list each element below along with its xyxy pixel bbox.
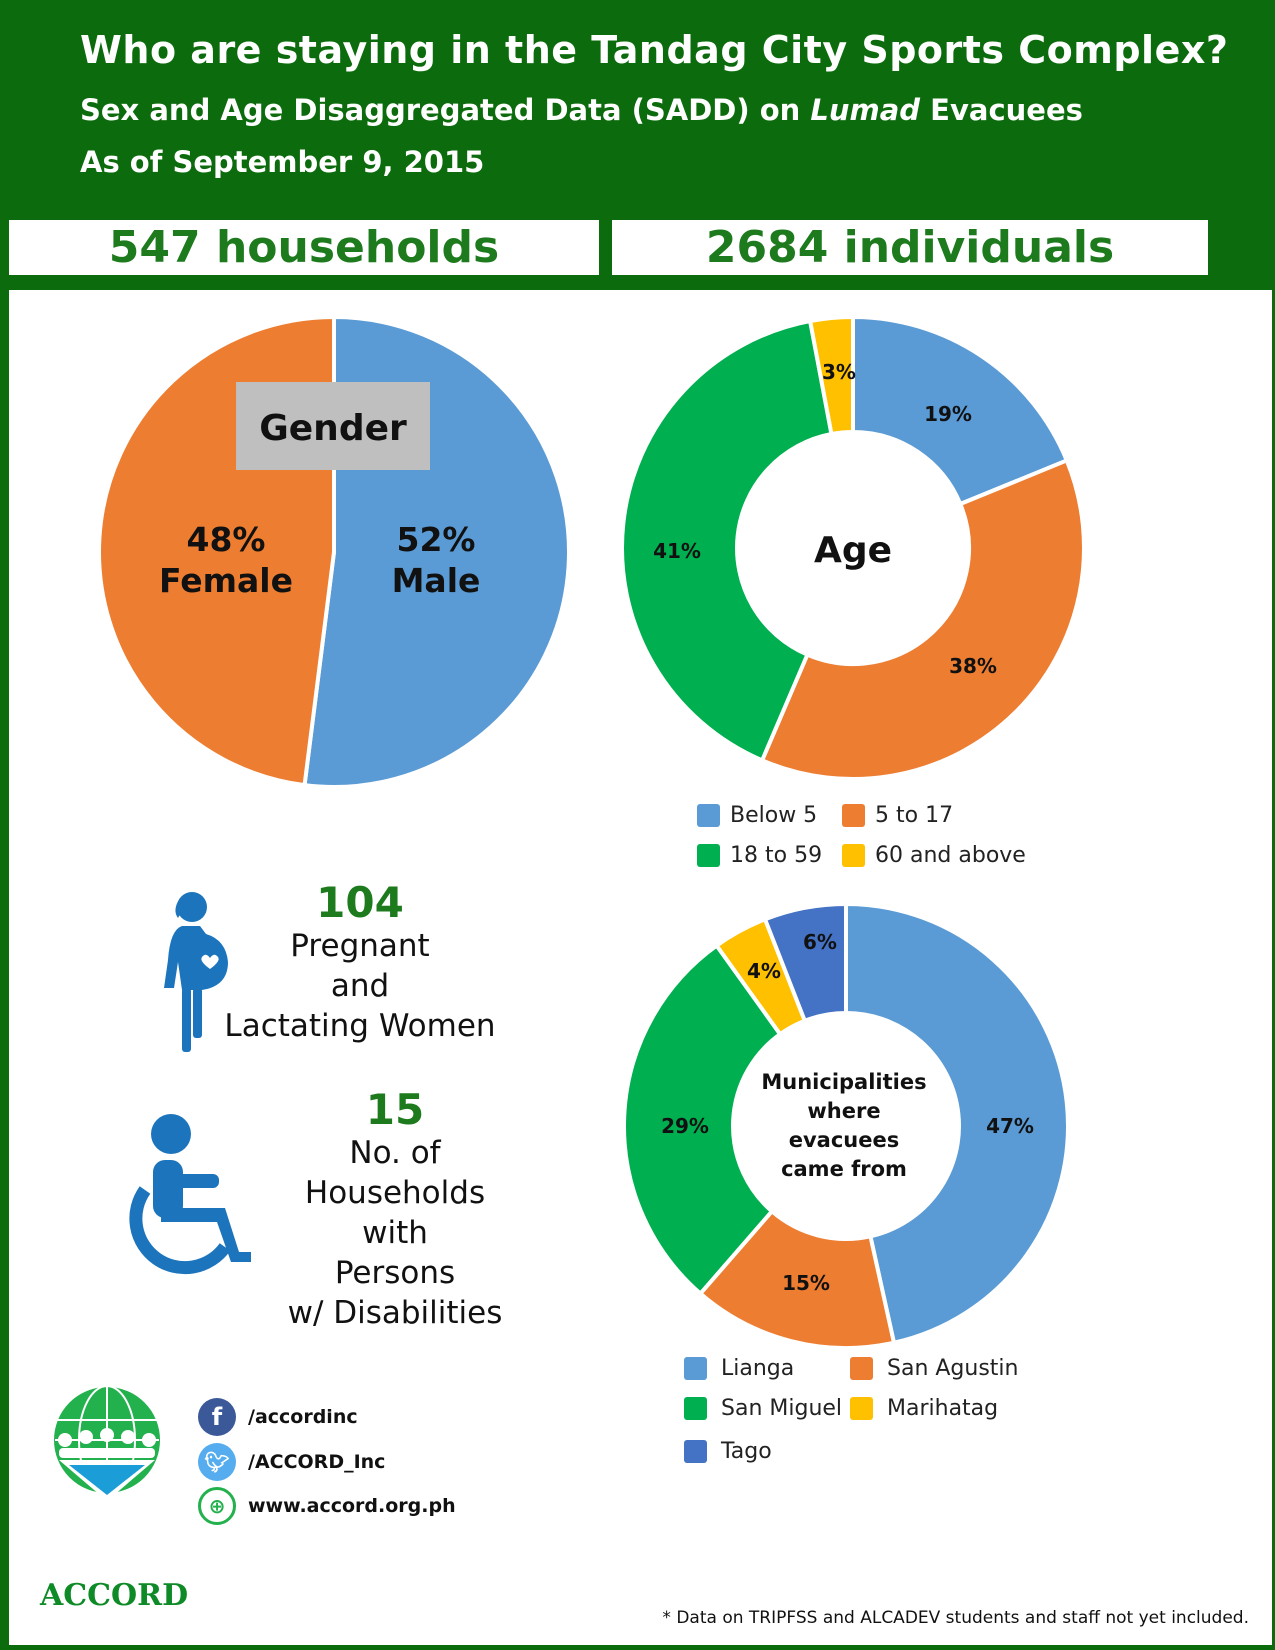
legend-item-60-above: 60 and above (842, 843, 1026, 868)
header: Who are staying in the Tandag City Sport… (0, 0, 1275, 215)
age-label-5-to-17: 38% (949, 654, 997, 678)
legend-swatch (684, 1357, 707, 1380)
legend-item-san-agustin: San Agustin (850, 1356, 1018, 1381)
legend-label: San Agustin (887, 1356, 1019, 1381)
pregnant-label-2: and (330, 968, 390, 1004)
muni-label-san-miguel: 29% (661, 1114, 709, 1138)
legend-item-tago: Tago (684, 1439, 772, 1464)
legend-swatch (850, 1397, 873, 1420)
legend-label: 18 to 59 (730, 843, 823, 868)
municipality-slice-tago (762, 901, 848, 1024)
legend-label: Tago (721, 1439, 772, 1464)
accord-logo-text: ACCORD (40, 1578, 189, 1613)
pregnant-info: 104 Pregnant and Lactating Women (220, 880, 500, 1046)
legend-label: Below 5 (730, 803, 818, 828)
legend-swatch (697, 844, 720, 867)
website-link[interactable]: ⊕ www.accord.org.ph (198, 1487, 456, 1525)
website-url: www.accord.org.ph (248, 1495, 456, 1517)
age-slice-18-to-59 (620, 318, 834, 763)
pregnant-woman-icon (164, 892, 228, 1052)
footnote: * Data on TRIPFSS and ALCADEV students a… (662, 1608, 1249, 1628)
pregnant-label-1: Pregnant (290, 928, 430, 964)
municipality-donut-chart (622, 901, 1070, 1351)
page-subtitle: Sex and Age Disaggregated Data (SADD) on… (80, 93, 1083, 127)
subtitle-emphasis: Lumad (810, 93, 921, 127)
female-pct-label: 48% (187, 520, 266, 559)
muni-label-lianga: 47% (986, 1114, 1034, 1138)
pwd-count: 15 (365, 1085, 425, 1134)
gender-title-box (236, 382, 430, 470)
municipality-slice-lianga (844, 901, 1070, 1346)
pwd-label-3: Persons (334, 1255, 456, 1291)
twitter-handle: /ACCORD_Inc (248, 1451, 386, 1473)
age-label-60-above: 3% (822, 360, 856, 384)
municipality-slice-san-miguel (622, 942, 783, 1297)
muni-title-line-3: evacuees (789, 1128, 900, 1152)
male-pct-label: 52% (397, 520, 476, 559)
muni-label-san-agustin: 15% (782, 1271, 830, 1295)
facebook-link[interactable]: f /accordinc (198, 1398, 358, 1436)
legend-swatch (684, 1397, 707, 1420)
legend-label: San Miguel (721, 1396, 843, 1421)
pregnant-label-3: Lactating Women (224, 1008, 496, 1044)
legend-label: 60 and above (875, 843, 1026, 868)
legend-item-18-to-59: 18 to 59 (697, 843, 822, 868)
page-title: Who are staying in the Tandag City Sport… (80, 28, 1229, 72)
legend-swatch (684, 1440, 707, 1463)
legend-label: Lianga (721, 1356, 795, 1381)
facebook-handle: /accordinc (248, 1406, 358, 1428)
muni-title-line-1: Municipalities (761, 1070, 926, 1094)
legend-item-marihatag: Marihatag (850, 1396, 998, 1421)
individuals-stat: 2684 individuals (612, 220, 1208, 275)
pwd-label-4: w/ Disabilities (287, 1295, 503, 1331)
age-donut-chart (620, 314, 1086, 781)
muni-title-line-4: came from (781, 1157, 907, 1181)
legend-swatch (842, 844, 865, 867)
twitter-link[interactable]: 🐦︎ /ACCORD_Inc (198, 1443, 385, 1481)
pregnant-count: 104 (316, 878, 404, 927)
age-label-below-5: 19% (924, 402, 972, 426)
facebook-icon: f (198, 1398, 236, 1436)
gender-title: Gender (259, 408, 407, 449)
age-label-18-to-59: 41% (653, 539, 701, 563)
twitter-icon: 🐦︎ (198, 1443, 236, 1481)
age-slice-below-5 (851, 314, 1070, 507)
muni-label-marihatag: 4% (747, 959, 781, 983)
wheelchair-icon (129, 1114, 251, 1275)
accord-logo (52, 1385, 162, 1501)
pwd-label-2: with (362, 1215, 428, 1251)
legend-label: Marihatag (887, 1396, 999, 1421)
age-title: Age (814, 530, 892, 571)
legend-item-below-5: Below 5 (697, 803, 817, 828)
subtitle-suffix: Evacuees (930, 93, 1083, 127)
legend-swatch (842, 804, 865, 827)
pwd-label-1: No. of Households (304, 1135, 486, 1211)
pwd-info: 15 No. of Households with Persons w/ Dis… (255, 1087, 535, 1333)
male-name-label: Male (392, 561, 481, 600)
households-stat: 547 households (9, 220, 599, 275)
legend-label: 5 to 17 (875, 803, 954, 828)
legend-item-lianga: Lianga (684, 1356, 794, 1381)
muni-title-line-2: where (807, 1099, 880, 1123)
globe-icon: ⊕ (198, 1487, 236, 1525)
legend-item-5-to-17: 5 to 17 (842, 803, 953, 828)
subtitle-prefix: Sex and Age Disaggregated Data (SADD) on (80, 93, 801, 127)
age-slice-5-to-17 (759, 457, 1086, 781)
legend-swatch (697, 804, 720, 827)
female-name-label: Female (159, 561, 293, 600)
as-of-date: As of September 9, 2015 (80, 145, 485, 179)
legend-item-san-miguel: San Miguel (684, 1396, 842, 1421)
muni-label-tago: 6% (803, 930, 837, 954)
age-slice-60-and-above (807, 314, 855, 437)
legend-swatch (850, 1357, 873, 1380)
municipality-slice-san-agustin (697, 1208, 897, 1351)
